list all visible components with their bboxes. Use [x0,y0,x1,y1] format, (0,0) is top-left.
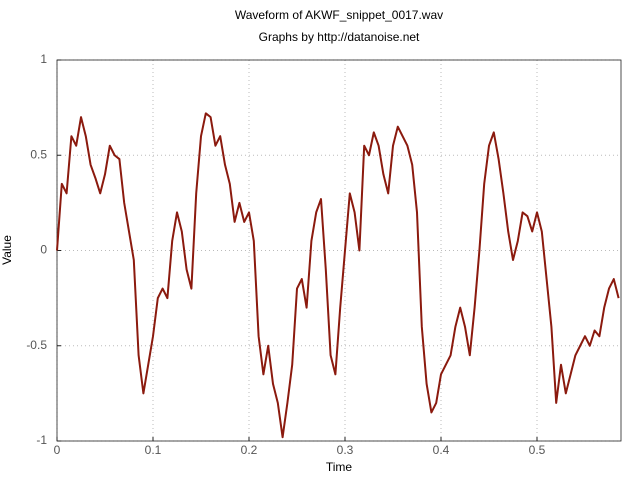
x-tick-label: 0.4 [433,443,450,457]
x-tick-label: 0.2 [241,443,258,457]
waveform-line [56,112,620,439]
y-tick-label: -1 [36,433,47,447]
x-tick-label: 0.1 [145,443,162,457]
y-axis-label: Value [0,235,14,265]
chart-title: Waveform of AKWF_snippet_0017.wav [235,8,443,22]
y-tick-label: -0.5 [26,338,47,352]
y-tick-label: 0.5 [30,147,47,161]
x-tick-label: 0 [54,443,61,457]
x-tick-label: 0.3 [337,443,354,457]
x-tick-label: 0.5 [529,443,546,457]
y-tick-label: 1 [40,52,47,66]
y-tick-label: 0 [40,243,47,257]
chart-subtitle: Graphs by http://datanoise.net [259,30,420,44]
x-axis-label: Time [326,460,353,474]
